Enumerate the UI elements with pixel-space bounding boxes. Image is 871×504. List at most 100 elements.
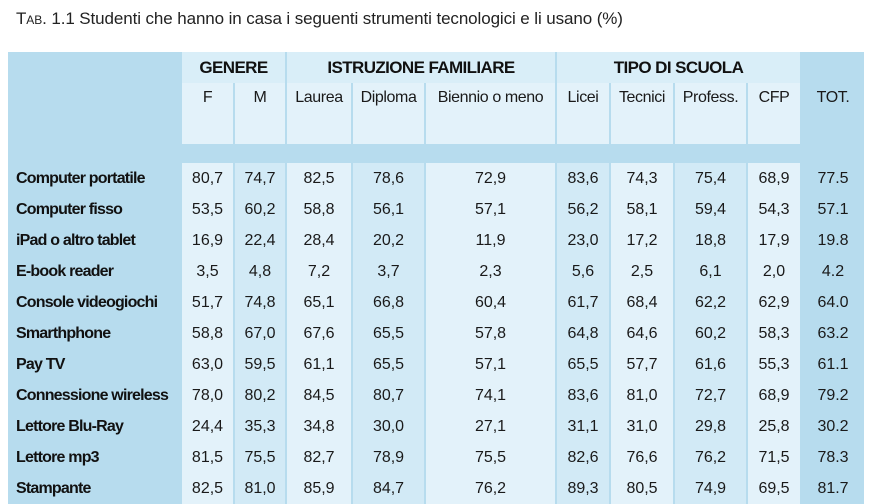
table-cell: 51,7	[180, 287, 233, 318]
table-cell: 78,0	[180, 380, 233, 411]
table-cell: 60,2	[233, 194, 286, 225]
column-header: TOT.	[800, 83, 865, 144]
table-cell: 61,7	[555, 287, 610, 318]
table-cell: 80,7	[351, 380, 425, 411]
table-cell: 72,9	[424, 163, 556, 194]
spacer-cell	[424, 144, 556, 163]
data-table-container: GENERE ISTRUZIONE FAMILIARE TIPO DI SCUO…	[8, 52, 865, 504]
row-label: Computer portatile	[8, 163, 180, 194]
table-cell: 76,6	[609, 442, 674, 473]
table-cell: 74,1	[424, 380, 556, 411]
row-label: Console videogiochi	[8, 287, 180, 318]
table-cell: 56,1	[351, 194, 425, 225]
table-cell: 65,5	[351, 349, 425, 380]
table-row: E-book reader 3,5 4,8 7,2 3,7 2,3 5,6 2,5 6,1 2,0…	[8, 256, 865, 287]
table-cell: 81,0	[609, 380, 674, 411]
table-cell: 31,0	[609, 411, 674, 442]
column-header: Profess.	[673, 83, 747, 144]
group-header-scuola: TIPO DI SCUOLA	[555, 52, 801, 83]
table-cell: 27,1	[424, 411, 556, 442]
table-cell: 89,3	[555, 473, 610, 504]
spacer-row	[8, 144, 865, 163]
row-label: Lettore Blu-Ray	[8, 411, 180, 442]
table-cell: 74,8	[233, 287, 286, 318]
table-cell: 65,5	[555, 349, 610, 380]
table-cell: 61,1	[285, 349, 352, 380]
table-cell: 60,2	[673, 318, 747, 349]
table-cell: 55,3	[746, 349, 801, 380]
table-cell: 58,8	[180, 318, 233, 349]
table-row: iPad o altro tablet 16,9 22,4 28,4 20,2 11,9 2…	[8, 225, 865, 256]
table-cell: 57,1	[424, 349, 556, 380]
table-cell: 82,7	[285, 442, 352, 473]
table-cell: 23,0	[555, 225, 610, 256]
table-cell: 35,3	[233, 411, 286, 442]
table-cell: 84,5	[285, 380, 352, 411]
row-label: Connessione wireless	[8, 380, 180, 411]
table-row: Pay TV 63,0 59,5 61,1 65,5 57,1 65,5 57,7 61,6 55…	[8, 349, 865, 380]
table-cell: 67,0	[233, 318, 286, 349]
group-header-istruzione: ISTRUZIONE FAMILIARE	[285, 52, 556, 83]
table-cell: 81,0	[233, 473, 286, 504]
table-cell: 83,6	[555, 380, 610, 411]
table-cell: 84,7	[351, 473, 425, 504]
table-cell: 54,3	[746, 194, 801, 225]
spacer-cell	[285, 144, 352, 163]
table-cell: 69,5	[746, 473, 801, 504]
table-cell: 3,7	[351, 256, 425, 287]
table-cell: 78,6	[351, 163, 425, 194]
table-cell: 31,1	[555, 411, 610, 442]
spacer-cell	[609, 144, 674, 163]
row-label: E-book reader	[8, 256, 180, 287]
table-cell: 82,5	[180, 473, 233, 504]
table-caption: Tab. 1.1 Studenti che hanno in casa i se…	[16, 9, 623, 29]
table-cell: 7,2	[285, 256, 352, 287]
table-cell: 57,1	[424, 194, 556, 225]
table-cell: 75,4	[673, 163, 747, 194]
table-cell: 78.3	[800, 442, 865, 473]
table-cell: 74,3	[609, 163, 674, 194]
table-cell: 58,3	[746, 318, 801, 349]
table-cell: 80,2	[233, 380, 286, 411]
spacer-cell	[746, 144, 801, 163]
table-cell: 75,5	[233, 442, 286, 473]
table-cell: 77.5	[800, 163, 865, 194]
column-header: Licei	[555, 83, 610, 144]
table-cell: 29,8	[673, 411, 747, 442]
table-cell: 82,6	[555, 442, 610, 473]
table-cell: 64.0	[800, 287, 865, 318]
table-cell: 53,5	[180, 194, 233, 225]
table-row: Computer portatile 80,7 74,7 82,5 78,6 72,9 83…	[8, 163, 865, 194]
table-cell: 61,6	[673, 349, 747, 380]
table-row: Smarthphone 58,8 67,0 67,6 65,5 57,8 64,8 64,6 6…	[8, 318, 865, 349]
table-cell: 63,0	[180, 349, 233, 380]
table-cell: 17,9	[746, 225, 801, 256]
spacer-cell	[8, 144, 180, 163]
table-cell: 30.2	[800, 411, 865, 442]
table-cell: 4.2	[800, 256, 865, 287]
table-cell: 64,8	[555, 318, 610, 349]
column-header: Diploma	[351, 83, 425, 144]
table-cell: 65,5	[351, 318, 425, 349]
table-cell: 82,5	[285, 163, 352, 194]
table-cell: 2,3	[424, 256, 556, 287]
caption-text: Studenti che hanno in casa i seguenti st…	[79, 9, 623, 28]
table-cell: 80,5	[609, 473, 674, 504]
table-cell: 24,4	[180, 411, 233, 442]
table-cell: 62,9	[746, 287, 801, 318]
table-cell: 2,0	[746, 256, 801, 287]
table-row: Console videogiochi 51,7 74,8 65,1 66,8 60,4 6…	[8, 287, 865, 318]
table-cell: 59,5	[233, 349, 286, 380]
table-cell: 63.2	[800, 318, 865, 349]
column-header-empty	[8, 83, 180, 144]
group-header-row: GENERE ISTRUZIONE FAMILIARE TIPO DI SCUO…	[8, 52, 865, 83]
column-header: CFP	[746, 83, 801, 144]
caption-prefix: Tab. 1.1	[16, 9, 75, 28]
spacer-cell	[555, 144, 610, 163]
table-cell: 34,8	[285, 411, 352, 442]
table-row: Stampante 82,5 81,0 85,9 84,7 76,2 89,3 80,5 74,…	[8, 473, 865, 504]
table-row: Computer fisso 53,5 60,2 58,8 56,1 57,1 56,2 58…	[8, 194, 865, 225]
table-cell: 76,2	[673, 442, 747, 473]
spacer-cell	[673, 144, 747, 163]
table-cell: 59,4	[673, 194, 747, 225]
